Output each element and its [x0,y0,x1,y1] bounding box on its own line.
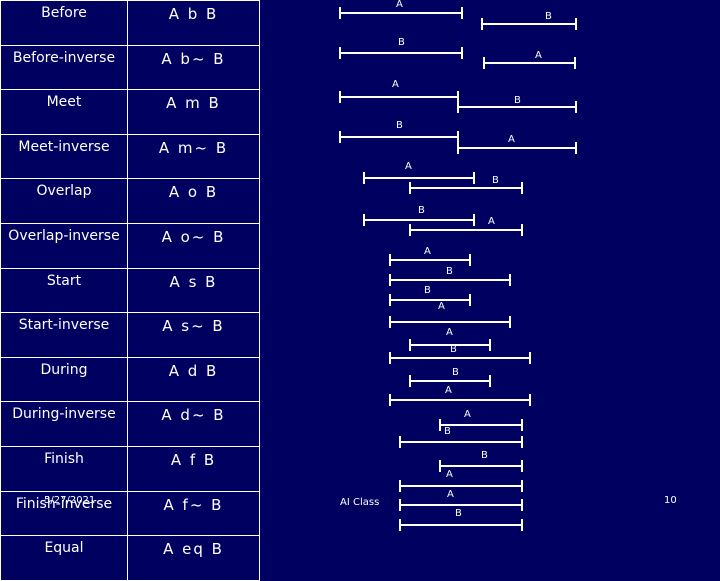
relation-name: During [0,356,128,403]
footer-course: AI Class [340,497,380,508]
interval-b-bar [409,182,523,194]
interval-b-bar [339,131,459,143]
interval-a-bar [439,419,523,431]
relation-row: Finish-inverse A f~ B [0,490,260,537]
interval-a-bar [399,480,523,492]
relation-name: Equal [0,535,128,581]
interval-a-bar [483,57,576,69]
relation-row: Meet A m B [0,89,260,135]
relation-notation: A f~ B [127,490,260,537]
footer-page-number: 10 [664,495,677,506]
interval-b-bar [363,214,475,226]
interval-b-bar [389,294,471,306]
interval-a-bar [457,142,577,154]
relation-name: Start-inverse [0,312,128,358]
interval-b-bar [409,375,491,387]
footer-date: 5/27/2021 [44,495,96,506]
interval-b-bar [339,47,463,59]
interval-a-bar [339,91,459,103]
relation-notation: A b B [127,0,260,46]
relation-row: Meet-inverse A m~ B [0,133,260,180]
relation-name: Overlap [0,178,128,224]
relation-name: Overlap-inverse [0,222,128,269]
interval-diagrams [339,7,577,531]
interval-b-label: B [396,120,403,131]
interval-b-label: B [398,37,405,48]
relation-notation: A m B [127,89,260,135]
relation-row: Overlap-inverse A o~ B [0,222,260,269]
interval-a-bar [409,339,491,351]
interval-b-bar [439,460,523,472]
interval-a-bar [409,224,523,236]
interval-a-label: A [508,134,515,145]
interval-a-label: A [447,489,454,500]
relation-row: Start-inverse A s~ B [0,312,260,358]
interval-b-label: B [444,426,451,437]
interval-a-label: A [438,301,445,312]
relation-name: Finish [0,445,128,492]
interval-b-bar [389,274,511,286]
interval-b-label: B [418,205,425,216]
interval-b-bar [399,436,523,448]
relation-row: Start A s B [0,267,260,314]
interval-a-bar [389,254,471,266]
interval-b-label: B [492,175,499,186]
interval-a-label: A [424,246,431,257]
interval-a-label: A [535,50,542,61]
relation-name: Start [0,267,128,314]
interval-b-label: B [452,367,459,378]
relation-notation: A s~ B [127,312,260,358]
interval-b-label: B [545,11,552,22]
relation-row: During A d B [0,356,260,403]
interval-b-label: B [446,266,453,277]
interval-a-label: A [392,79,399,90]
interval-a-bar [339,7,463,19]
interval-a-bar [399,499,523,511]
interval-a-bar [363,172,475,184]
relation-row: Overlap A o B [0,178,260,224]
interval-a-bar [389,394,531,406]
interval-b-bar [457,101,577,113]
interval-a-label: A [445,385,452,396]
relation-row: During-inverse A d~ B [0,401,260,447]
interval-b-label: B [455,508,462,519]
interval-a-label: A [405,161,412,172]
interval-a-label: A [446,327,453,338]
relation-notation: A b~ B [127,44,260,91]
interval-a-label: A [396,0,403,10]
relation-notation: A s B [127,267,260,314]
relation-notation: A o~ B [127,222,260,269]
relation-name: Meet-inverse [0,133,128,180]
interval-a-label: A [464,409,471,420]
relation-notation: A m~ B [127,133,260,180]
interval-b-bar [481,18,577,30]
relation-row: Finish A f B [0,445,260,492]
relation-row: Equal A eq B [0,535,260,581]
interval-a-label: A [488,216,495,227]
interval-b-label: B [450,344,457,355]
interval-b-label: B [514,95,521,106]
interval-a-label: A [446,469,453,480]
interval-a-bar [389,316,511,328]
interval-b-label: B [481,450,488,461]
relation-notation: A d~ B [127,401,260,447]
relation-row: Before-inverse A b~ B [0,44,260,91]
interval-b-bar [399,519,523,531]
interval-b-bar [389,352,531,364]
relation-name: Before [0,0,128,46]
relation-notation: A o B [127,178,260,224]
relation-row: Before A b B [0,0,260,46]
interval-b-label: B [424,285,431,296]
relation-notation: A eq B [127,535,260,581]
